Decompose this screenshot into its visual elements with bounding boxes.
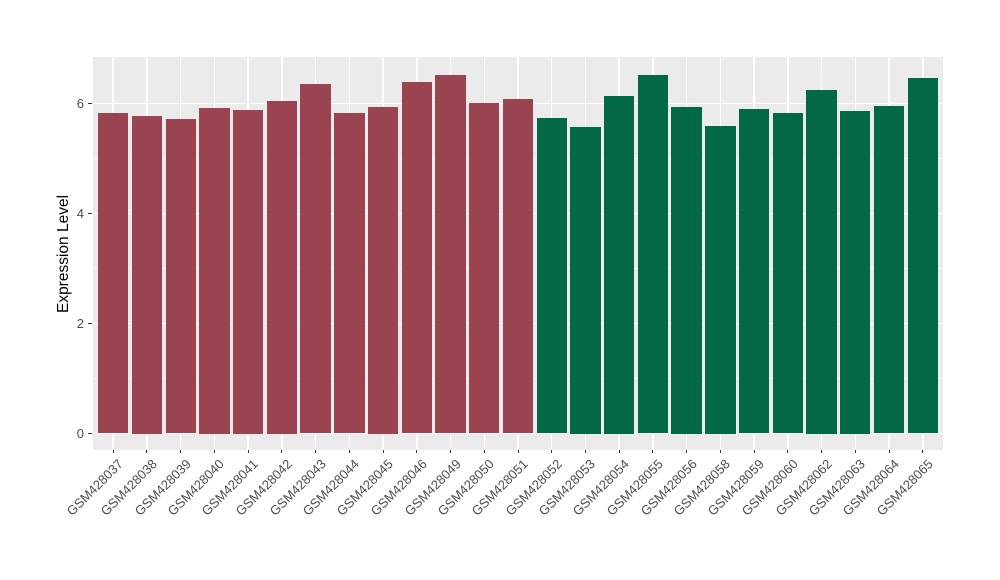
x-axis-tick	[281, 450, 283, 453]
bar-GSM428056	[671, 107, 702, 434]
x-axis-tick	[652, 450, 654, 453]
x-axis-tick	[719, 450, 721, 453]
bar-GSM428038	[131, 116, 163, 434]
bar-GSM428062	[806, 89, 837, 434]
x-axis-tick	[213, 450, 215, 453]
plot-panel	[93, 57, 943, 450]
bar-GSM428037	[98, 112, 129, 434]
bar-GSM428039	[165, 118, 196, 434]
bar-GSM428044	[334, 112, 365, 434]
bar-GSM428042	[266, 100, 298, 434]
bar-GSM428040	[199, 108, 230, 434]
bar-GSM428064	[873, 106, 905, 434]
bar-GSM428049	[435, 74, 466, 434]
x-axis-tick	[551, 450, 553, 453]
bar-GSM428041	[232, 110, 264, 434]
bar-GSM428055	[637, 74, 669, 434]
x-axis-tick	[686, 450, 688, 453]
y-axis-tick	[88, 213, 92, 215]
x-axis-tick	[247, 450, 249, 453]
bar-GSM428051	[502, 99, 534, 434]
x-axis-tick	[517, 450, 519, 453]
y-tick-label: 6	[76, 96, 84, 112]
bar-GSM428046	[401, 81, 432, 434]
x-axis-tick	[888, 450, 890, 453]
bar-GSM428053	[570, 126, 601, 434]
bar-GSM428058	[705, 125, 736, 434]
x-axis-tick	[584, 450, 586, 453]
x-axis-tick	[618, 450, 620, 453]
bar-GSM428052	[536, 118, 567, 434]
bar-GSM428054	[604, 96, 635, 434]
x-axis-tick	[483, 450, 485, 453]
bar-GSM428043	[300, 84, 331, 434]
bar-GSM428063	[840, 110, 871, 434]
x-axis-tick	[382, 450, 384, 453]
x-axis-tick	[112, 450, 114, 453]
x-axis-tick	[416, 450, 418, 453]
y-tick-label: 4	[76, 206, 84, 222]
x-axis-tick	[821, 450, 823, 453]
bar-GSM428060	[772, 112, 803, 434]
x-axis-tick	[450, 450, 452, 453]
y-tick-label: 0	[76, 426, 84, 441]
x-axis-tick	[146, 450, 148, 453]
y-tick-label: 2	[76, 316, 84, 332]
x-axis-tick	[348, 450, 350, 453]
y-axis-tick	[88, 323, 92, 325]
y-axis-tick	[88, 103, 92, 105]
bar-GSM428050	[469, 103, 500, 434]
y-axis-tick	[88, 433, 92, 434]
x-axis-tick	[315, 450, 317, 453]
x-axis-tick	[787, 450, 789, 453]
bar-GSM428059	[738, 108, 770, 434]
x-axis-tick	[922, 450, 924, 453]
x-axis-tick	[180, 450, 182, 453]
x-axis-tick	[854, 450, 856, 453]
bar-GSM428065	[907, 78, 938, 434]
x-axis-tick	[753, 450, 755, 453]
bar-GSM428045	[367, 107, 399, 434]
